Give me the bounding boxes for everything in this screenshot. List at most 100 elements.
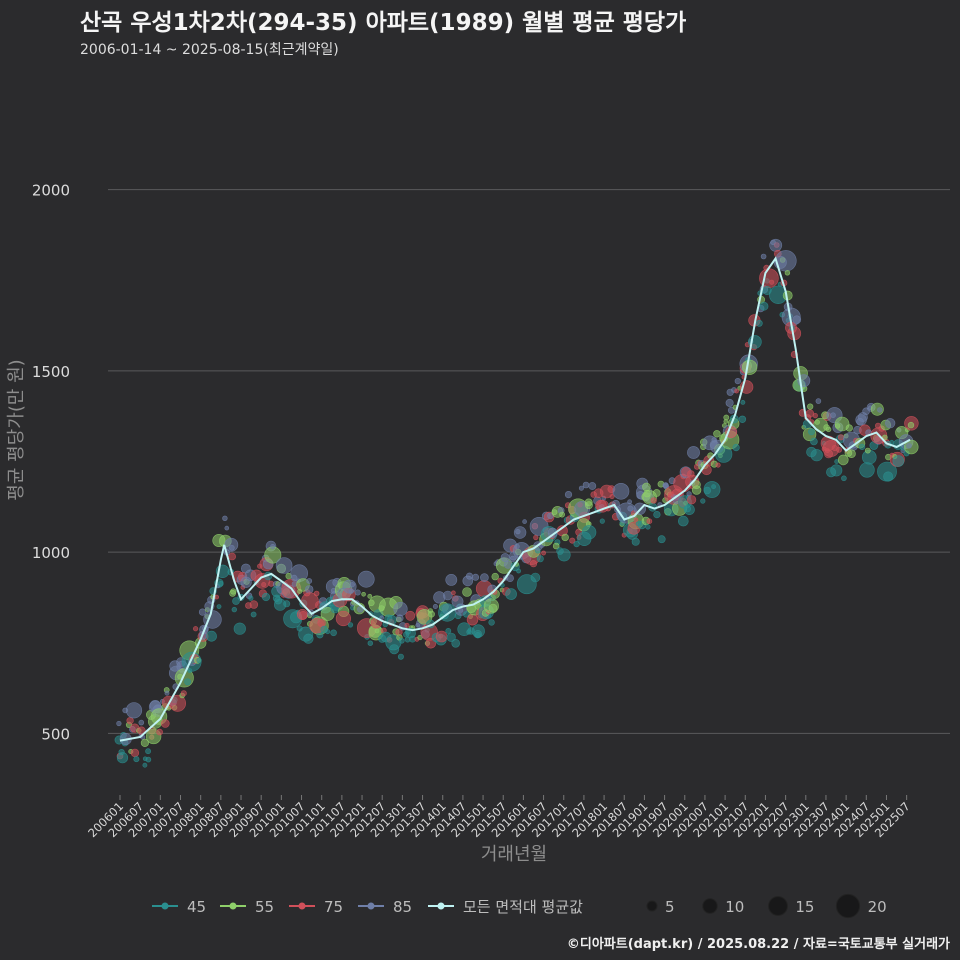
data-point — [224, 537, 239, 552]
data-point — [261, 592, 271, 602]
data-point — [125, 702, 143, 719]
data-point — [446, 632, 456, 642]
data-point — [812, 413, 818, 419]
data-point — [830, 412, 836, 419]
data-point — [137, 726, 146, 735]
data-point — [584, 498, 593, 507]
data-point — [834, 416, 850, 432]
scatter-points — [114, 238, 919, 768]
data-point — [877, 407, 883, 413]
data-point — [573, 540, 580, 548]
data-point — [810, 449, 823, 462]
size-legend-label: 10 — [725, 898, 744, 916]
data-point — [229, 589, 236, 597]
data-point — [116, 752, 129, 764]
size-legend-bubble — [702, 898, 718, 914]
data-point — [561, 533, 569, 542]
data-point — [536, 555, 544, 563]
data-point — [428, 610, 435, 618]
data-point — [559, 511, 565, 518]
data-point — [633, 517, 639, 523]
data-point — [715, 462, 721, 468]
data-point — [557, 548, 571, 562]
data-point — [317, 618, 326, 628]
data-point — [483, 598, 499, 614]
legend-marker — [437, 902, 445, 910]
data-point — [397, 653, 404, 660]
data-point — [218, 580, 224, 587]
data-point — [463, 611, 470, 618]
data-point — [203, 610, 222, 629]
data-point — [732, 444, 740, 452]
data-point — [652, 489, 661, 497]
data-point — [892, 455, 905, 467]
data-point — [650, 497, 657, 504]
data-point — [140, 738, 149, 748]
y-axis-label: 평균 평당가(만 원) — [6, 359, 27, 500]
data-point — [462, 587, 472, 597]
data-point — [389, 644, 400, 655]
data-point — [133, 756, 140, 763]
data-point — [367, 640, 373, 646]
data-point — [588, 482, 597, 490]
data-point — [330, 629, 337, 637]
legend-label: 55 — [255, 898, 274, 916]
data-point — [198, 608, 207, 616]
data-point — [233, 622, 246, 635]
data-point — [906, 443, 912, 449]
data-point — [193, 626, 199, 632]
y-tick-label: 500 — [41, 725, 70, 743]
data-point — [541, 550, 546, 556]
data-point — [581, 525, 597, 540]
data-point — [727, 406, 735, 414]
average-line — [119, 256, 911, 742]
data-point — [196, 657, 202, 664]
data-point — [248, 595, 254, 601]
data-point — [432, 603, 438, 609]
data-point — [349, 582, 355, 588]
size-legend-label: 15 — [795, 898, 814, 916]
data-point — [533, 534, 539, 541]
data-point — [513, 526, 527, 539]
data-point — [145, 756, 152, 763]
data-point — [686, 495, 697, 505]
data-point — [769, 238, 783, 252]
legend-marker — [161, 902, 169, 910]
data-point — [404, 622, 410, 628]
y-tick-label: 1000 — [32, 544, 70, 562]
chart-title: 산곡 우성1차2차(294-35) 아파트(1989) 월별 평균 평당가 — [80, 10, 686, 36]
data-point — [847, 449, 856, 459]
data-point — [216, 604, 222, 609]
data-point — [442, 590, 453, 601]
data-point — [759, 301, 769, 311]
data-point — [433, 591, 446, 604]
data-point — [506, 574, 514, 583]
data-point — [491, 572, 499, 581]
data-point — [214, 594, 219, 600]
data-point — [836, 446, 842, 453]
data-point — [725, 398, 734, 407]
data-point — [320, 607, 335, 621]
chart-subtitle: 2006-01-14 ~ 2025-08-15(최근계약일) — [80, 42, 339, 58]
data-point — [529, 560, 538, 568]
data-point — [703, 481, 721, 498]
data-point — [435, 630, 448, 643]
data-point — [642, 482, 651, 492]
data-point — [530, 572, 541, 583]
data-point — [740, 399, 746, 405]
data-point — [646, 518, 653, 525]
data-point — [348, 588, 354, 594]
data-point — [662, 482, 669, 489]
data-point — [161, 719, 170, 728]
gridlines — [108, 189, 950, 734]
data-point — [138, 719, 145, 726]
data-point — [116, 720, 122, 727]
data-point — [305, 585, 314, 594]
data-point — [296, 608, 308, 620]
data-point — [684, 504, 695, 515]
data-point — [142, 762, 148, 768]
data-point — [516, 568, 521, 574]
data-point — [837, 454, 849, 466]
size-legend-bubble — [646, 900, 658, 912]
